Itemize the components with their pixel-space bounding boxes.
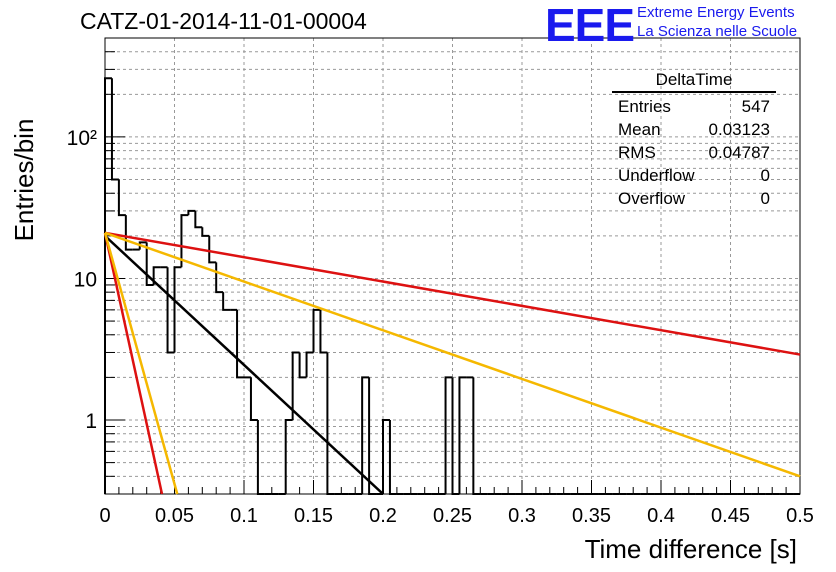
y-tick-labels: 1 10 10²	[67, 127, 97, 433]
stats-value: 547	[741, 97, 770, 116]
histogram-bin	[222, 292, 231, 311]
stats-row: RMS 0.04787	[612, 141, 776, 164]
stats-row: Mean 0.03123	[612, 118, 776, 141]
fit-curve	[104, 234, 384, 495]
fit-curve	[103, 232, 164, 495]
stats-row: Overflow 0	[612, 187, 776, 210]
stats-box: DeltaTime Entries 547 Mean 0.03123 RMS 0.04…	[612, 70, 776, 210]
histogram-bin	[291, 351, 300, 420]
histogram-bin	[194, 210, 203, 229]
stats-label: Overflow	[618, 189, 686, 208]
fit-curve	[104, 231, 801, 356]
histogram-bin	[110, 78, 119, 181]
histogram-bin	[298, 352, 307, 379]
stats-label: RMS	[618, 143, 656, 162]
stats-row: Entries 547	[612, 95, 776, 118]
histogram-bin	[326, 352, 335, 495]
histogram-bin	[305, 351, 314, 378]
x-tick-label: 0.1	[230, 505, 258, 527]
histogram-bin	[166, 267, 175, 354]
eee-logo: EEE	[545, 0, 635, 51]
logo-subtitle-line2: La Scienza nelle Scuole	[637, 23, 798, 40]
histogram-bin	[180, 214, 189, 268]
stats-label: Mean	[618, 120, 661, 139]
x-tick-label: 0.05	[155, 505, 194, 527]
x-tick-label: 0	[99, 505, 110, 527]
histogram-bin	[382, 418, 390, 494]
y-axis-label: Entries/bin	[9, 119, 39, 242]
histogram-bin	[388, 419, 397, 495]
histogram-bin	[472, 377, 481, 495]
stats-label: Underflow	[618, 166, 695, 185]
histogram-bars	[104, 77, 800, 495]
stats-value: 0.03123	[708, 120, 770, 139]
fit-curve	[103, 232, 179, 495]
histogram-bin	[104, 77, 112, 494]
histogram-bin	[249, 377, 258, 421]
y-tick-label: 10²	[67, 127, 97, 150]
x-tick-label: 0.5	[786, 505, 814, 527]
histogram-bin	[368, 377, 377, 495]
histogram-bin	[187, 209, 196, 216]
histogram-bin	[124, 215, 133, 251]
stats-value: 0.04787	[708, 143, 770, 162]
x-tick-label: 0.35	[572, 505, 611, 527]
histogram-bin	[208, 235, 217, 264]
grid-lines	[104, 37, 801, 495]
y-tick-label: 10	[74, 268, 97, 291]
stats-row: Underflow 0	[612, 164, 776, 187]
stats-value: 0	[760, 189, 770, 208]
stats-value: 0	[760, 166, 770, 185]
histogram-bin	[256, 419, 265, 495]
x-tick-label: 0.2	[369, 505, 397, 527]
x-tick-labels: 0 0.05 0.1 0.15 0.2 0.25 0.3 0.35 0.4 0.45 0.5	[99, 505, 813, 527]
histogram-bin	[173, 266, 182, 353]
fit-lines	[103, 231, 801, 495]
x-tick-label: 0.4	[647, 505, 675, 527]
histogram-bin	[138, 241, 147, 250]
histogram-bin	[319, 309, 328, 354]
histogram-bin	[451, 377, 460, 495]
x-axis-label: Time difference [s]	[585, 534, 797, 564]
histogram-bin	[215, 262, 224, 294]
stats-title: DeltaTime	[612, 70, 776, 93]
y-tick-label: 1	[85, 410, 97, 433]
x-tick-label: 0.3	[508, 505, 536, 527]
histogram-bin	[201, 227, 210, 237]
histogram-bin	[284, 418, 293, 494]
histogram-bin	[458, 376, 467, 494]
logo-subtitle-line1: Extreme Energy Events	[637, 4, 795, 21]
histogram-bin	[152, 266, 161, 285]
x-tick-label: 0.45	[711, 505, 750, 527]
x-tick-label: 0.25	[433, 505, 472, 527]
histogram-bin	[361, 376, 370, 494]
fit-curve	[104, 231, 801, 478]
chart-title: CATZ-01-2014-11-01-00004	[80, 8, 367, 34]
stats-label: Entries	[618, 97, 671, 116]
histogram-bin	[236, 309, 244, 379]
histogram-bin	[444, 376, 453, 494]
x-tick-label: 0.15	[294, 505, 333, 527]
histogram-bin	[117, 179, 126, 217]
histogram-bin	[312, 308, 321, 353]
histogram-bin	[145, 242, 154, 286]
